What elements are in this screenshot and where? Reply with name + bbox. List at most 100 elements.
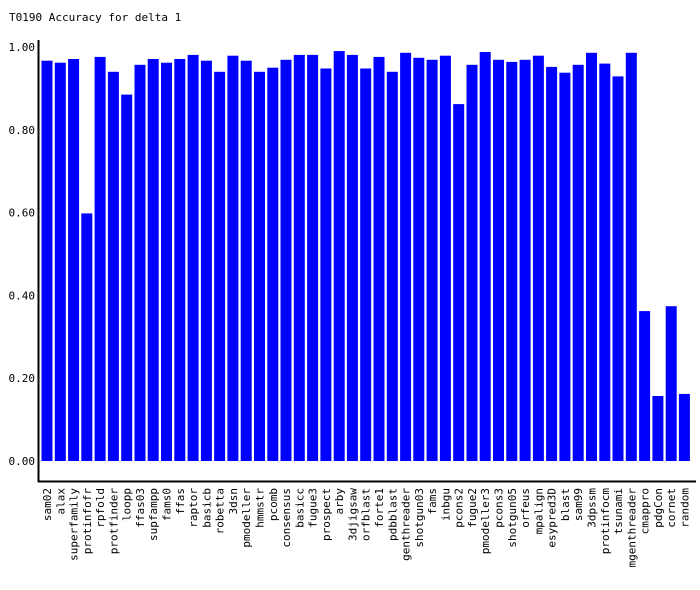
bar-shotgun03 [413, 57, 425, 462]
x-tick-label: superfamily [68, 488, 81, 561]
bar-basicb [200, 60, 212, 461]
bar-protinfocm [599, 63, 611, 461]
x-tick-label: pdbblast [386, 488, 399, 541]
bar-random [678, 393, 690, 461]
bar-esypred3D [546, 66, 558, 462]
bar-rpfold [94, 56, 106, 462]
x-tick-label: 3djigsaw [346, 488, 359, 541]
chart-title: T0190 Accuracy for delta 1 [9, 11, 181, 24]
bar-pcons3 [493, 59, 504, 462]
bar-supfampp [147, 59, 159, 461]
bar-protfinder [107, 71, 119, 462]
bar-consensus [280, 59, 292, 462]
bar-hmmstr [254, 71, 265, 462]
x-tick-label: rpfold [94, 488, 107, 528]
bar-protinfofr [81, 213, 93, 461]
bar-raptor [187, 54, 199, 462]
x-tick-label: basicc [293, 488, 306, 528]
x-tick-label: pmodeller3 [479, 488, 492, 554]
bar-ffas03 [134, 64, 146, 462]
bar-pcomb [267, 67, 279, 461]
y-tick-label: 1.00 [9, 41, 36, 54]
bar-fugue3 [307, 54, 319, 462]
bar-cmappro [639, 311, 651, 461]
bar-alax [54, 62, 66, 461]
x-tick-label: sam02 [41, 488, 54, 521]
bar-orfblast [360, 68, 372, 461]
bar-pdbblast [386, 71, 398, 462]
bar-tsunami [612, 76, 624, 462]
bar-robetta [214, 71, 226, 462]
y-axis-ticks: 0.00 0.20 0.40 0.60 0.80 1.00 [9, 41, 36, 468]
x-tick-label: 3dpssm [586, 488, 599, 528]
x-tick-label: protinfocm [599, 488, 612, 555]
bar-mpalign [532, 55, 544, 461]
x-tick-label: random [678, 488, 691, 528]
x-tick-label: robetta [214, 488, 227, 534]
bar-cornet [665, 306, 677, 461]
x-tick-label: inbgu [439, 488, 452, 521]
x-axis-labels: sam02 alax superfamily protinfofr rpfold prot… [41, 488, 691, 568]
x-tick-label: ffas03 [134, 488, 147, 528]
x-tick-label: basicb [200, 488, 213, 528]
x-tick-label: fugue3 [307, 488, 320, 528]
x-tick-label: fams0 [161, 488, 174, 521]
bar-fams [426, 59, 438, 462]
bar-mgenthreader [625, 52, 637, 462]
bar-inbgu [439, 55, 451, 461]
bar-3dpssm [586, 52, 597, 462]
x-tick-label: shotgun05 [506, 488, 519, 548]
bar-arby [333, 51, 345, 461]
x-tick-label: cornet [665, 488, 678, 528]
bar-loopp [121, 94, 133, 461]
x-tick-label: pcons3 [493, 488, 506, 528]
bar-orfeus [519, 59, 531, 462]
x-tick-label: sam99 [572, 488, 585, 521]
y-tick-label: 0.00 [9, 455, 36, 468]
bar-3dsn [227, 55, 239, 461]
x-tick-label: pmodeller [240, 488, 253, 548]
x-tick-label: orfblast [360, 488, 373, 541]
bar-3djigsaw [346, 54, 358, 462]
bar-forte1 [373, 56, 385, 462]
x-tick-label: tsunami [612, 488, 625, 534]
bar-pmodeller [240, 60, 252, 461]
x-tick-label: pdgCon [652, 488, 665, 528]
x-tick-label: fugue2 [466, 488, 479, 528]
y-tick-label: 0.60 [9, 207, 36, 220]
bar-basicc [293, 54, 305, 462]
x-tick-label: arby [333, 488, 346, 515]
x-tick-label: fams [426, 488, 439, 515]
x-tick-label: protfinder [107, 488, 120, 555]
bars [41, 51, 690, 462]
x-tick-label: mgenthreader [625, 488, 638, 568]
bar-fams0 [161, 62, 172, 461]
bar-prospect [320, 68, 332, 461]
x-tick-label: raptor [187, 488, 200, 528]
x-tick-label: pcons2 [453, 488, 466, 528]
x-tick-label: shotgun03 [413, 488, 426, 548]
bar-fugue2 [466, 64, 478, 462]
x-tick-label: alax [54, 488, 67, 515]
x-tick-label: esypred3D [546, 488, 559, 548]
y-tick-label: 0.40 [9, 289, 36, 302]
x-tick-label: genthreader [400, 488, 413, 561]
x-tick-label: protinfofr [81, 488, 94, 555]
x-tick-label: loopp [121, 488, 134, 521]
bar-pcons2 [453, 104, 465, 461]
y-tick-label: 0.20 [9, 372, 36, 385]
x-tick-label: mpalign [532, 488, 545, 534]
bar-pdgCon [652, 396, 664, 461]
x-tick-label: ffas [174, 488, 187, 515]
bar-superfamily [68, 59, 80, 461]
bar-shotgun05 [506, 61, 518, 462]
y-tick-label: 0.80 [9, 124, 36, 137]
bar-sam02 [41, 60, 53, 461]
bar-pmodeller3 [479, 52, 491, 461]
bar-sam99 [572, 64, 584, 462]
bar-genthreader [400, 52, 412, 462]
x-tick-label: orfeus [519, 488, 532, 528]
x-tick-label: supfampp [147, 488, 160, 541]
bar-blast [559, 72, 571, 461]
bar-ffas [174, 59, 186, 461]
